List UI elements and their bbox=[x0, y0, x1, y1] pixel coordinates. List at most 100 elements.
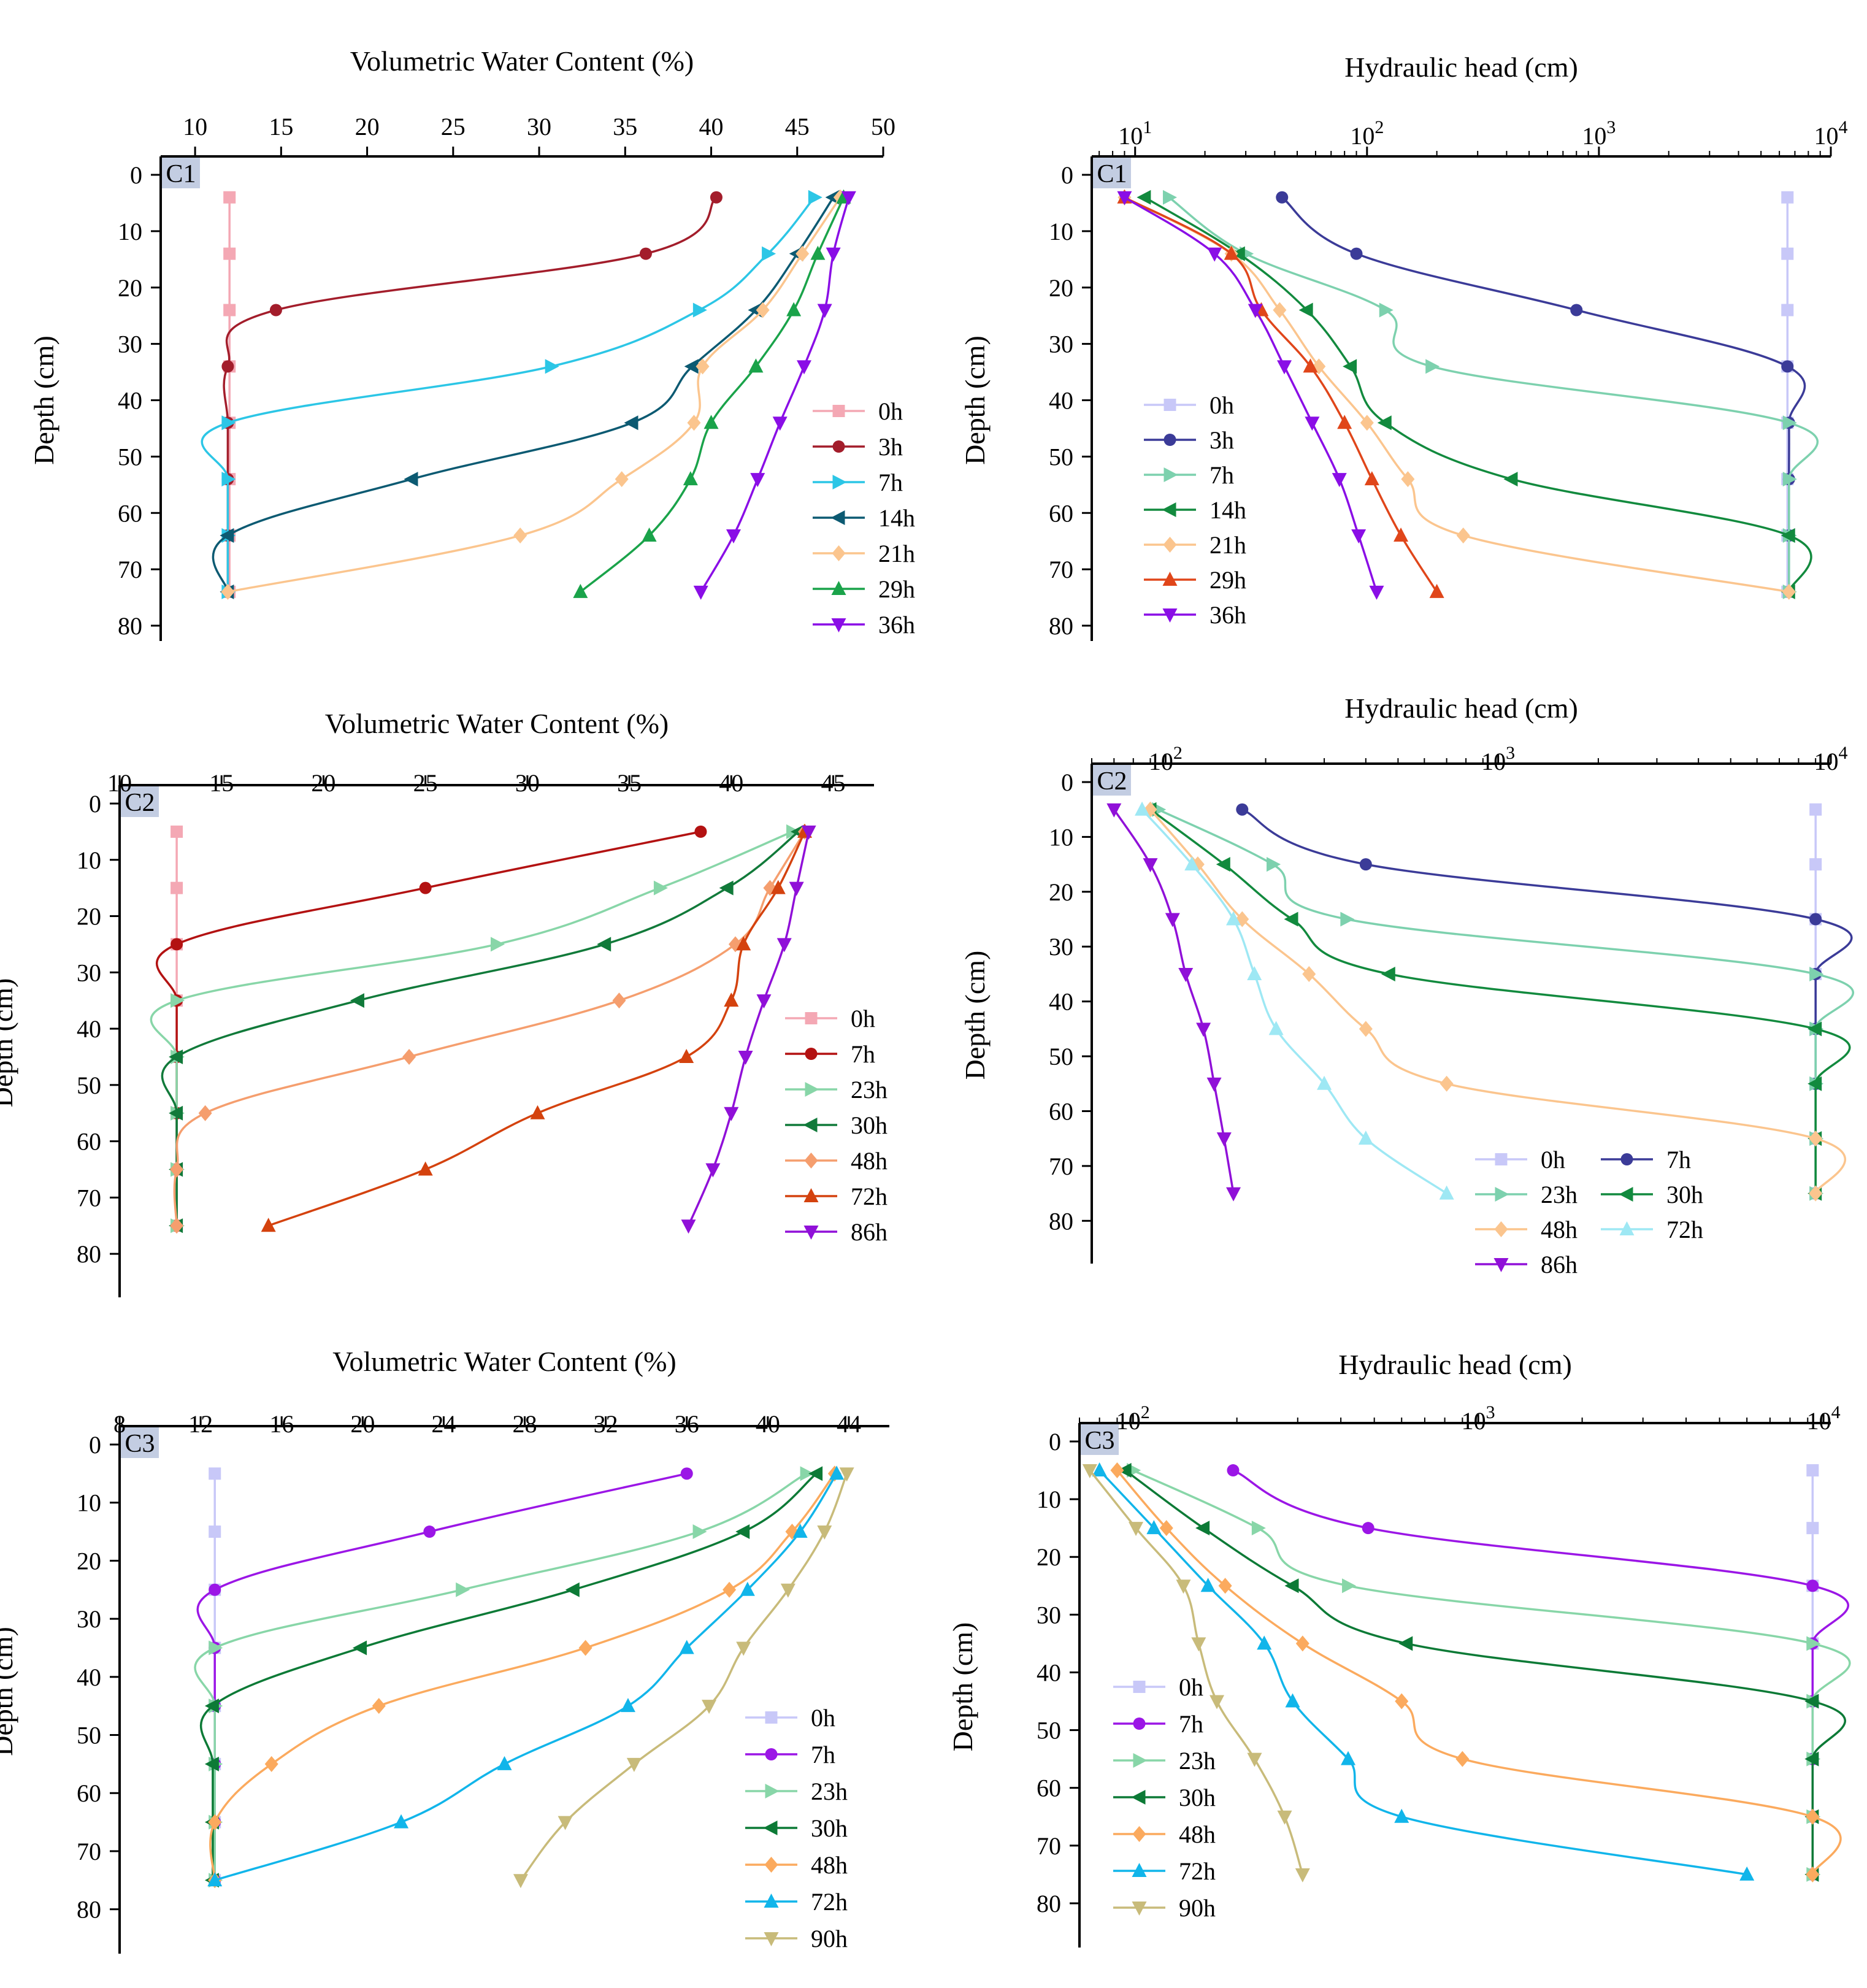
data-point bbox=[1394, 1808, 1409, 1823]
y-tick-label: 10 bbox=[77, 846, 101, 874]
data-point bbox=[681, 1219, 696, 1234]
x-tick-label: 25 bbox=[441, 113, 466, 140]
legend-item: 90h bbox=[1113, 1894, 1216, 1922]
data-point bbox=[792, 1524, 808, 1538]
legend-marker bbox=[1620, 1153, 1633, 1165]
legend-marker bbox=[804, 1153, 818, 1169]
series-line bbox=[199, 1473, 818, 1881]
legend-item: 30h bbox=[1113, 1784, 1216, 1811]
x-tick-label: 102 bbox=[1116, 1402, 1150, 1435]
legend-item: 29h bbox=[813, 575, 915, 603]
legend-marker bbox=[1619, 1221, 1635, 1235]
y-tick-label: 30 bbox=[77, 959, 101, 986]
legend-item: 7h bbox=[745, 1741, 835, 1768]
legend-item: 7h bbox=[1601, 1146, 1691, 1173]
series-line bbox=[209, 1473, 836, 1881]
data-point bbox=[1804, 1694, 1819, 1709]
y-tick-label: 10 bbox=[1049, 823, 1073, 851]
x-tick-label: 104 bbox=[1807, 1402, 1841, 1435]
legend-label: 3h bbox=[878, 433, 903, 461]
data-point bbox=[394, 1814, 409, 1829]
panel-c3-water-content: Volumetric Water Content (%) Depth (cm) C3… bbox=[0, 1346, 889, 1954]
data-point bbox=[171, 938, 183, 951]
legend-item: 72h bbox=[1601, 1216, 1703, 1243]
data-point bbox=[1343, 359, 1357, 374]
y-tick-label: 40 bbox=[77, 1015, 101, 1043]
x-axis-title: Volumetric Water Content (%) bbox=[325, 708, 669, 739]
legend-label: 14h bbox=[1210, 496, 1246, 524]
data-point bbox=[810, 245, 826, 260]
y-tick-label: 70 bbox=[118, 556, 142, 583]
x-tick-label: 8 bbox=[113, 1410, 126, 1438]
series-line bbox=[1124, 1469, 1846, 1875]
x-axis-title: Hydraulic head (cm) bbox=[1338, 1349, 1572, 1380]
y-tick-label: 0 bbox=[130, 161, 142, 189]
legend-item: 30h bbox=[1601, 1181, 1703, 1208]
series-line bbox=[194, 1472, 807, 1881]
data-point bbox=[1351, 529, 1367, 543]
data-point bbox=[264, 1756, 278, 1772]
data-point bbox=[221, 415, 236, 431]
legend: 0h 7h 23h 30h 48h 72h 86h bbox=[1475, 1146, 1703, 1278]
y-tick-label: 10 bbox=[77, 1489, 101, 1517]
data-point bbox=[170, 1161, 184, 1178]
y-axis-title: Depth (cm) bbox=[0, 1627, 18, 1756]
y-tick-label: 0 bbox=[1061, 769, 1073, 796]
data-point bbox=[789, 881, 804, 896]
x-tick-label: 35 bbox=[613, 113, 637, 140]
legend-item: 48h bbox=[785, 1147, 887, 1175]
series-29h bbox=[1117, 189, 1444, 598]
legend-label: 30h bbox=[1179, 1784, 1216, 1811]
legend-label: 72h bbox=[1179, 1857, 1216, 1885]
legend-marker bbox=[764, 1894, 779, 1908]
y-tick-label: 20 bbox=[1037, 1543, 1061, 1571]
legend-label: 0h bbox=[878, 397, 903, 425]
series-14h bbox=[212, 190, 840, 599]
legend-item: 23h bbox=[745, 1778, 848, 1805]
legend-marker bbox=[1132, 1863, 1147, 1877]
legend-marker bbox=[1132, 1902, 1147, 1916]
data-point bbox=[642, 528, 657, 542]
panel-label: C3 bbox=[1081, 1424, 1119, 1455]
legend-label: 7h bbox=[878, 469, 903, 496]
data-point bbox=[1247, 965, 1262, 980]
legend-marker bbox=[805, 1082, 819, 1097]
data-point bbox=[825, 190, 840, 205]
series-7h bbox=[1162, 190, 1819, 599]
legend-item: 21h bbox=[1144, 531, 1246, 559]
data-point bbox=[1381, 966, 1395, 981]
legend-label: 14h bbox=[878, 504, 915, 532]
legend-label: 7h bbox=[1666, 1146, 1691, 1173]
legend-item: 23h bbox=[1113, 1747, 1216, 1775]
panel-label-background bbox=[162, 158, 200, 188]
data-point bbox=[1216, 1132, 1232, 1147]
legend-marker bbox=[803, 1226, 819, 1240]
data-point bbox=[1117, 1463, 1132, 1478]
y-tick-label: 20 bbox=[77, 903, 101, 931]
legend-marker bbox=[831, 581, 846, 595]
series-72h bbox=[1092, 1462, 1755, 1881]
series-86h bbox=[1106, 803, 1241, 1202]
data-point bbox=[209, 1526, 221, 1538]
data-point bbox=[624, 415, 638, 431]
legend: 0h 3h 7h 14h 21h 29h 36h bbox=[813, 397, 915, 639]
data-point bbox=[1176, 1579, 1191, 1594]
data-point bbox=[748, 358, 764, 373]
legend-item: 14h bbox=[813, 504, 915, 532]
data-point bbox=[1162, 190, 1177, 205]
data-point bbox=[1106, 803, 1122, 818]
data-point bbox=[723, 1581, 737, 1598]
data-point bbox=[756, 994, 772, 1009]
data-point bbox=[1379, 302, 1394, 318]
panel-label-text: C3 bbox=[1084, 1427, 1114, 1455]
data-point bbox=[1455, 1751, 1470, 1767]
legend-marker bbox=[832, 545, 846, 561]
data-point bbox=[1359, 1021, 1373, 1037]
legend-label: 48h bbox=[851, 1147, 887, 1175]
data-point bbox=[1781, 360, 1794, 373]
data-point bbox=[1317, 1075, 1332, 1090]
data-point bbox=[269, 304, 282, 317]
y-tick-label: 80 bbox=[1049, 1207, 1073, 1235]
panel-label-text: C1 bbox=[1097, 160, 1127, 188]
data-point bbox=[1804, 1751, 1819, 1767]
